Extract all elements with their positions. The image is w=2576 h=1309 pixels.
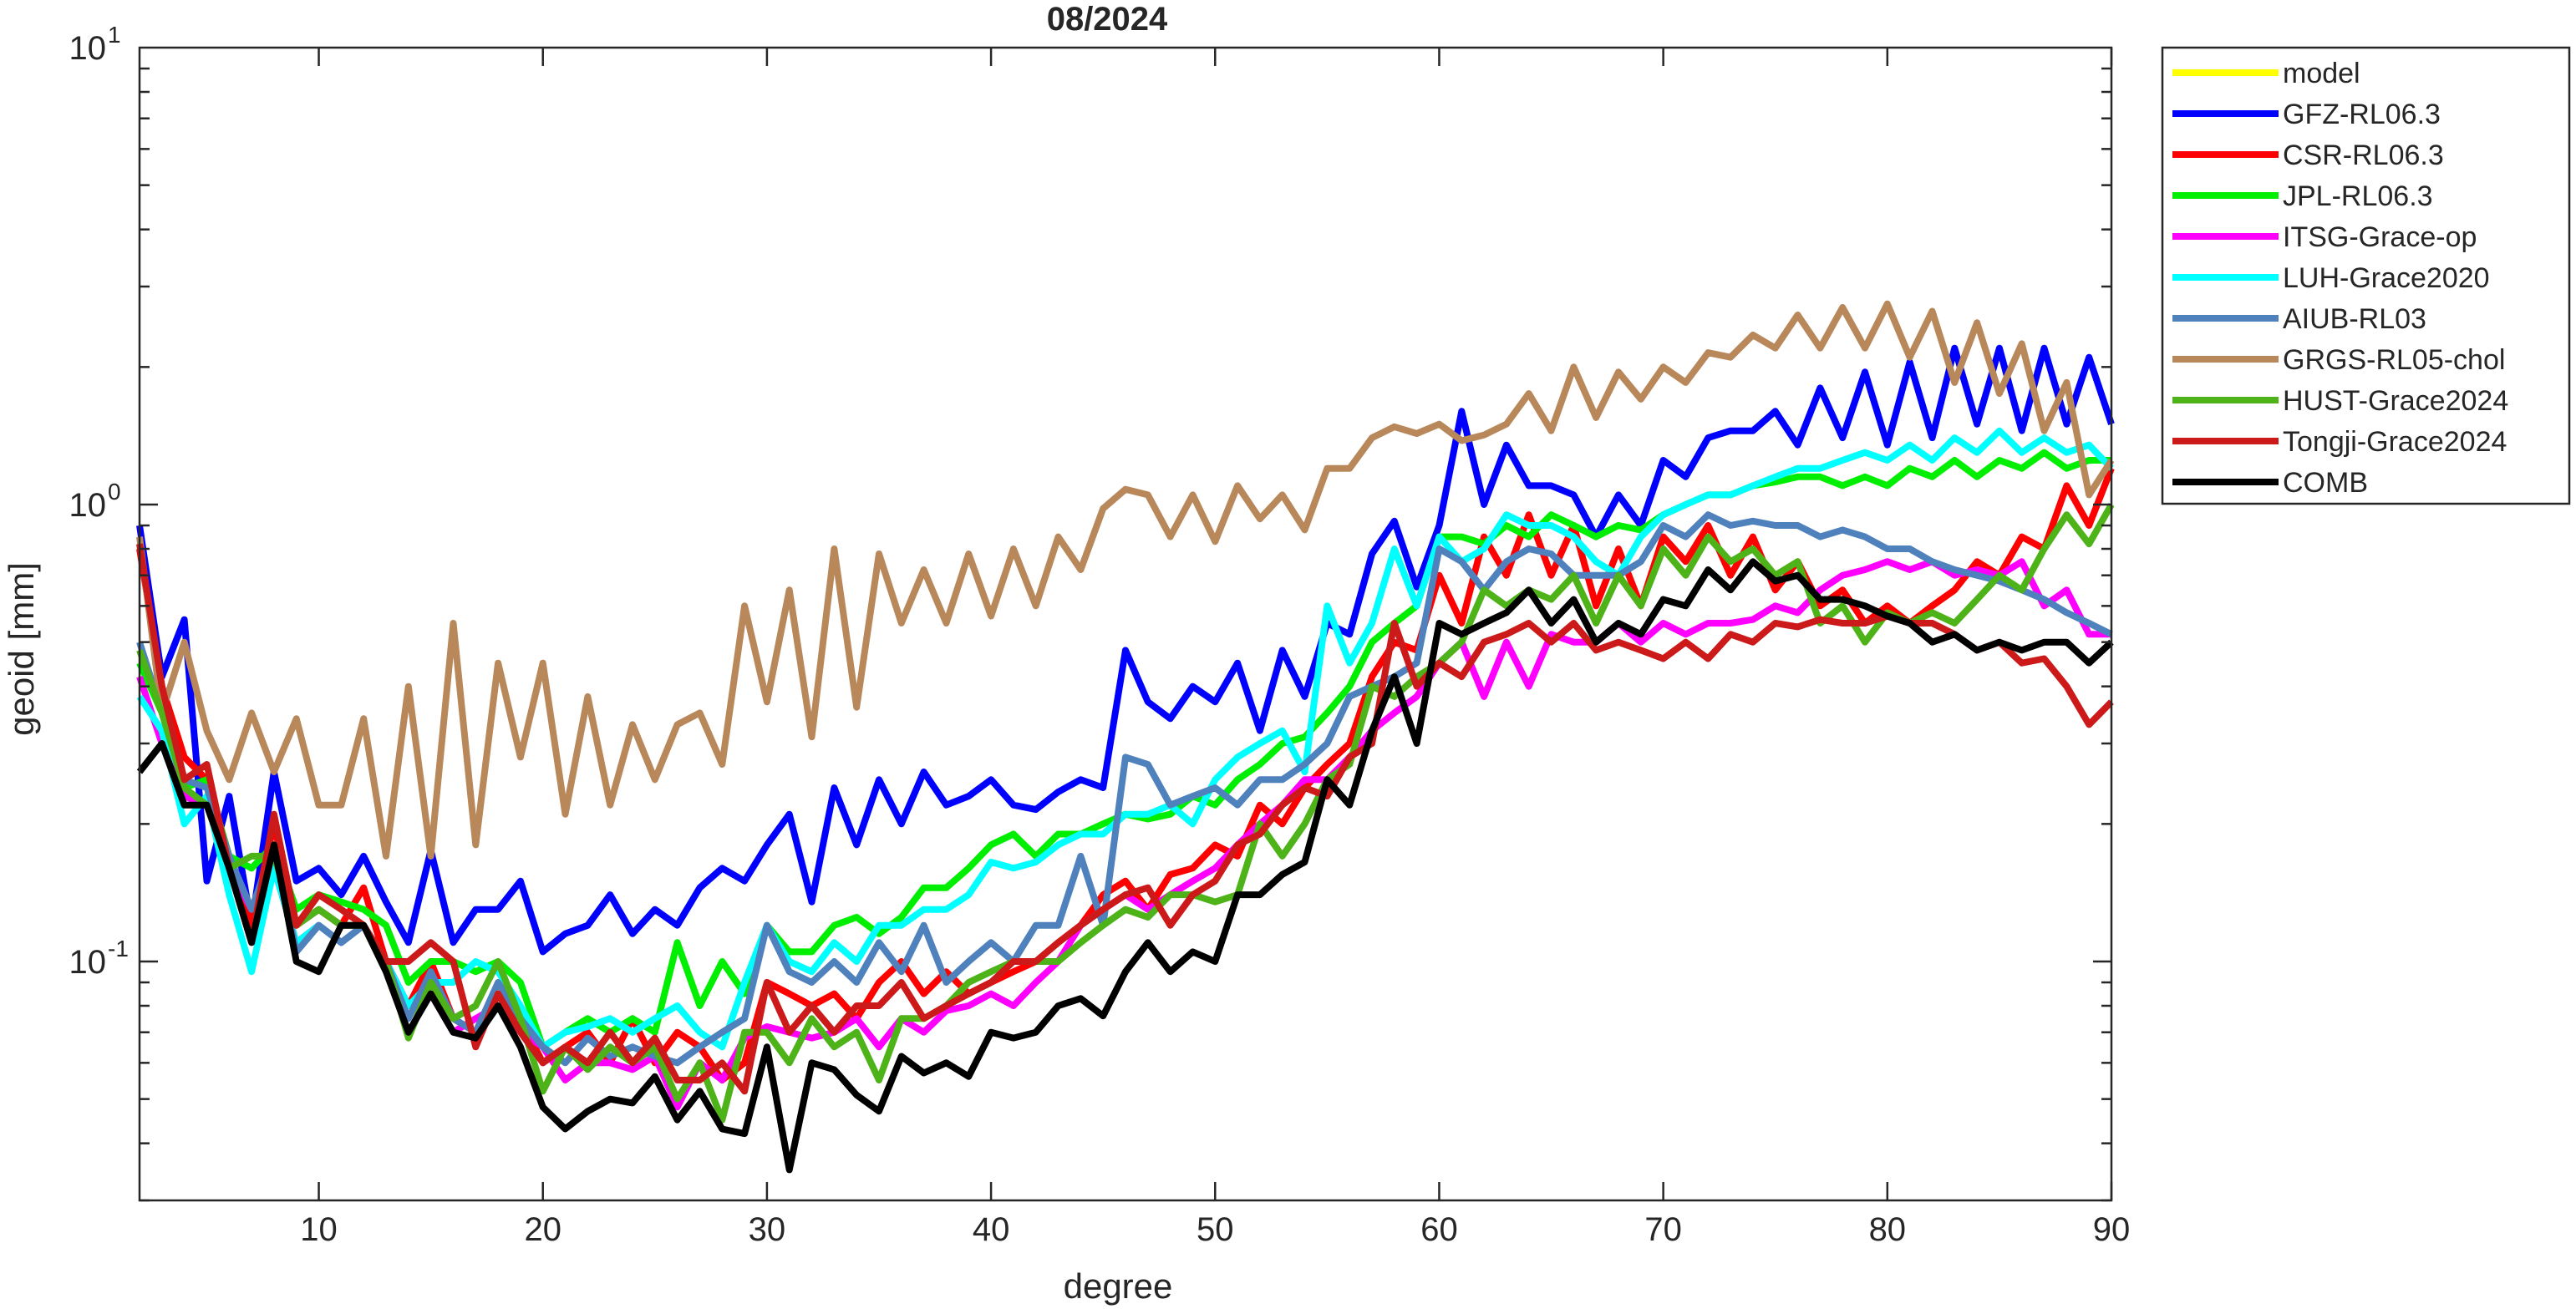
x-tick-label: 40	[973, 1211, 1010, 1248]
x-tick-label: 80	[1869, 1211, 1907, 1248]
x-axis-label: degree	[1064, 1266, 1173, 1306]
x-tick-label: 60	[1420, 1211, 1458, 1248]
legend-label-grgs-rl05-chol: GRGS-RL05-chol	[2283, 344, 2505, 376]
legend-label-model: model	[2283, 58, 2360, 89]
legend-label-jpl-rl06-3: JPL-RL06.3	[2283, 180, 2433, 212]
legend: model GFZ-RL06.3 CSR-RL06.3 JPL-RL06.3 ITSG-…	[2161, 46, 2571, 505]
legend-label-itsg-grace-op: ITSG-Grace-op	[2283, 221, 2477, 253]
y-tick-label-exponent: 0	[108, 479, 121, 505]
y-axis-label: geoid [mm]	[2, 562, 41, 736]
series-line-gfz-rl06-3	[136, 344, 2115, 956]
legend-label-tongji-grace2024: Tongji-Grace2024	[2283, 426, 2507, 458]
series-line-grgs-rl05-chol	[136, 300, 2115, 860]
series-line-tongji-grace2024	[136, 543, 2114, 1095]
legend-label-hust-grace2024: HUST-Grace2024	[2283, 385, 2508, 417]
x-tick-label: 90	[2093, 1211, 2131, 1248]
series-line-luh-grace2020	[136, 427, 2114, 1051]
x-axis: 10 20 30 40 50 60 70 80 90	[300, 48, 2130, 1248]
y-tick-label: 10	[69, 487, 107, 524]
x-tick-label: 50	[1197, 1211, 1234, 1248]
x-tick-label: 70	[1644, 1211, 1682, 1248]
x-tick-label: 30	[749, 1211, 786, 1248]
chart-title: 08/2024	[1047, 1, 1168, 38]
legend-label-gfz-rl06-3: GFZ-RL06.3	[2283, 99, 2441, 130]
series-layer	[136, 300, 2115, 1174]
y-tick-label-exponent: -1	[108, 936, 129, 961]
legend-label-comb: COMB	[2283, 467, 2368, 499]
y-tick-label-exponent: 1	[108, 22, 121, 48]
axes-box	[138, 46, 2113, 1202]
x-tick-label: 20	[524, 1211, 561, 1248]
axes-frame	[138, 46, 2113, 1202]
y-tick-label: 10	[69, 30, 107, 67]
legend-items: model GFZ-RL06.3 CSR-RL06.3 JPL-RL06.3 ITSG-…	[2172, 58, 2508, 499]
y-tick-label: 10	[69, 944, 107, 981]
legend-label-aiub-rl03: AIUB-RL03	[2283, 303, 2426, 335]
x-tick-label: 10	[300, 1211, 338, 1248]
series-line-comb	[136, 558, 2114, 1174]
legend-label-csr-rl06-3: CSR-RL06.3	[2283, 140, 2444, 171]
legend-label-luh-grace2020: LUH-Grace2020	[2283, 262, 2490, 294]
